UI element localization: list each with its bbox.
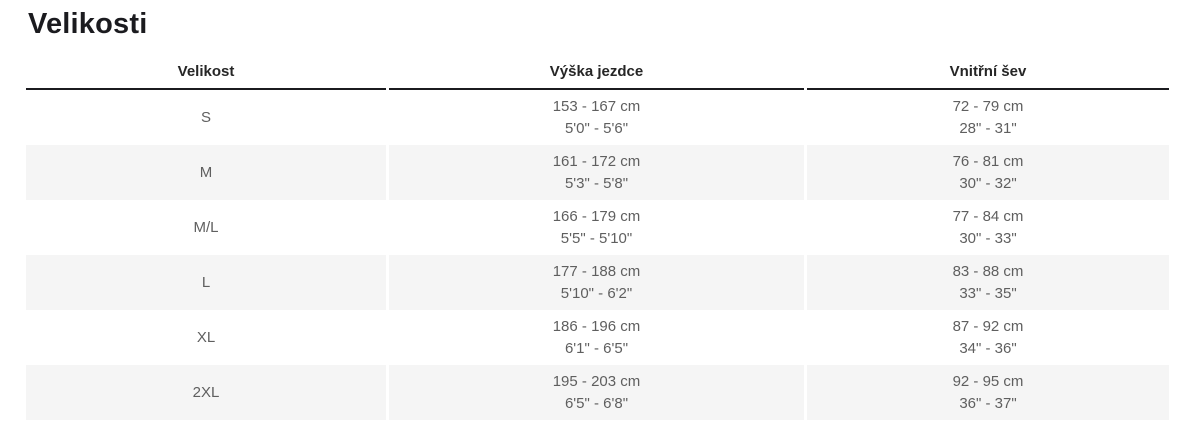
table-body: S 153 - 167 cm 5'0" - 5'6" 72 - 79 cm 28… [26,90,1169,420]
cell-inseam: 87 - 92 cm 34" - 36" [807,310,1169,365]
rider-height-cm: 186 - 196 cm [552,317,641,335]
table-row-s: S 153 - 167 cm 5'0" - 5'6" 72 - 79 cm 28… [26,90,1169,145]
table-row-2xl: 2XL 195 - 203 cm 6'5" - 6'8" 92 - 95 cm … [26,365,1169,420]
page-title: Velikosti [28,8,148,40]
inseam-cm: 76 - 81 cm [952,152,1024,170]
cell-rider-height: 186 - 196 cm 6'1" - 6'5" [389,310,804,365]
cell-size: L [26,255,386,310]
cell-rider-height: 153 - 167 cm 5'0" - 5'6" [389,90,804,145]
cell-rider-height: 177 - 188 cm 5'10" - 6'2" [389,255,804,310]
table-row-ml: M/L 166 - 179 cm 5'5" - 5'10" 77 - 84 cm… [26,200,1169,255]
table-row-l: L 177 - 188 cm 5'10" - 6'2" 83 - 88 cm 3… [26,255,1169,310]
column-header-inseam: Vnitřní šev [807,49,1169,90]
table-row-m: M 161 - 172 cm 5'3" - 5'8" 76 - 81 cm 30… [26,145,1169,200]
cell-rider-height: 166 - 179 cm 5'5" - 5'10" [389,200,804,255]
inseam-imperial: 30" - 32" [959,174,1017,192]
inseam-imperial: 30" - 33" [959,229,1017,247]
cell-inseam: 83 - 88 cm 33" - 35" [807,255,1169,310]
cell-inseam: 72 - 79 cm 28" - 31" [807,90,1169,145]
cell-inseam: 76 - 81 cm 30" - 32" [807,145,1169,200]
rider-height-imperial: 6'5" - 6'8" [564,394,629,412]
rider-height-cm: 153 - 167 cm [552,97,641,115]
cell-size: M [26,145,386,200]
cell-inseam: 77 - 84 cm 30" - 33" [807,200,1169,255]
rider-height-imperial: 5'10" - 6'2" [560,284,633,302]
rider-height-imperial: 5'3" - 5'8" [564,174,629,192]
cell-inseam: 92 - 95 cm 36" - 37" [807,365,1169,420]
cell-rider-height: 161 - 172 cm 5'3" - 5'8" [389,145,804,200]
inseam-imperial: 34" - 36" [959,339,1017,357]
cell-rider-height: 195 - 203 cm 6'5" - 6'8" [389,365,804,420]
rider-height-cm: 195 - 203 cm [552,372,641,390]
inseam-cm: 92 - 95 cm [952,372,1024,390]
rider-height-cm: 161 - 172 cm [552,152,641,170]
rider-height-cm: 177 - 188 cm [552,262,641,280]
cell-size: S [200,108,211,126]
size-chart-table: Velikost Výška jezdce Vnitřní šev S 153 … [23,49,1172,420]
column-header-size: Velikost [26,49,386,90]
column-header-rider-height: Výška jezdce [389,49,804,90]
inseam-cm: 77 - 84 cm [952,207,1024,225]
cell-size: 2XL [26,365,386,420]
rider-height-imperial: 6'1" - 6'5" [564,339,629,357]
table-row-xl: XL 186 - 196 cm 6'1" - 6'5" 87 - 92 cm 3… [26,310,1169,365]
cell-size: XL [196,328,216,346]
inseam-cm: 87 - 92 cm [952,317,1024,335]
rider-height-imperial: 5'5" - 5'10" [560,229,633,247]
inseam-cm: 83 - 88 cm [952,262,1024,280]
inseam-imperial: 33" - 35" [959,284,1017,302]
rider-height-cm: 166 - 179 cm [552,207,641,225]
cell-size: M/L [193,218,219,236]
inseam-cm: 72 - 79 cm [952,97,1024,115]
header-row: Velikost Výška jezdce Vnitřní šev [26,49,1169,90]
rider-height-imperial: 5'0" - 5'6" [564,119,629,137]
inseam-imperial: 28" - 31" [959,119,1017,137]
inseam-imperial: 36" - 37" [959,394,1017,412]
table-header: Velikost Výška jezdce Vnitřní šev [26,49,1169,90]
